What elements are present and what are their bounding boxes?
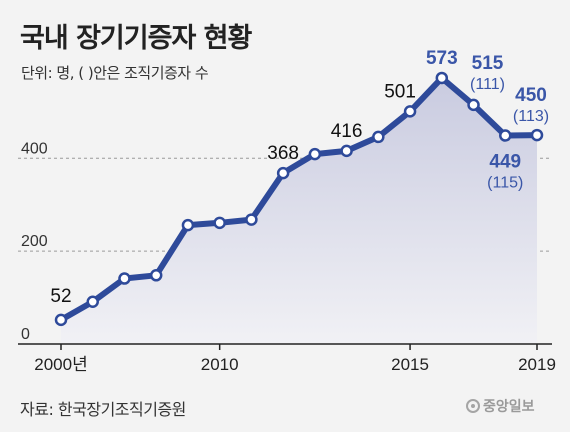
data-point — [213, 216, 226, 230]
data-point — [276, 166, 290, 180]
data-label: 573 — [426, 48, 458, 69]
unit-note: 단위: 명, ( )안은 조직기증자 수 — [21, 64, 209, 82]
data-point — [149, 269, 163, 282]
chart-title: 국내 장기기증자 현황 — [20, 23, 252, 54]
data-point — [118, 272, 131, 285]
data-point — [181, 218, 195, 232]
data-point — [403, 105, 417, 118]
source-note: 자료: 한국장기조직기증원 — [20, 400, 186, 419]
x-tick-label: 2019 — [518, 355, 556, 374]
data-label: 515 — [472, 53, 504, 74]
data-point — [245, 213, 258, 226]
x-tick-label: 2015 — [391, 355, 429, 374]
data-point — [372, 130, 385, 144]
data-sublabel: (113) — [513, 108, 549, 125]
x-tick-label: 2000년 — [34, 355, 87, 374]
data-label: 368 — [267, 143, 299, 164]
x-tick-label: 2010 — [201, 355, 239, 374]
y-tick-label: 200 — [21, 233, 48, 250]
data-point — [499, 129, 512, 142]
y-tick-label: 0 — [21, 326, 30, 343]
data-label: 416 — [331, 121, 363, 142]
publisher-logo: 중앙일보 — [466, 396, 535, 416]
data-sublabel: (111) — [470, 76, 505, 93]
data-sublabel: (115) — [487, 175, 523, 192]
data-label: 501 — [384, 81, 416, 102]
y-tick-label: 400 — [21, 140, 48, 157]
data-point — [308, 147, 322, 161]
logo-text: 중앙일보 — [483, 399, 535, 415]
data-point — [530, 128, 544, 142]
data-label: 449 — [489, 152, 521, 173]
data-point — [54, 313, 68, 327]
data-point — [467, 98, 480, 112]
data-point — [340, 144, 353, 158]
series-line — [58, 75, 540, 323]
logo-icon — [466, 399, 480, 413]
data-label: 450 — [515, 85, 547, 106]
area-fill — [61, 77, 537, 344]
data-point — [86, 295, 99, 308]
data-label: 52 — [50, 286, 71, 307]
data-point — [435, 71, 449, 85]
